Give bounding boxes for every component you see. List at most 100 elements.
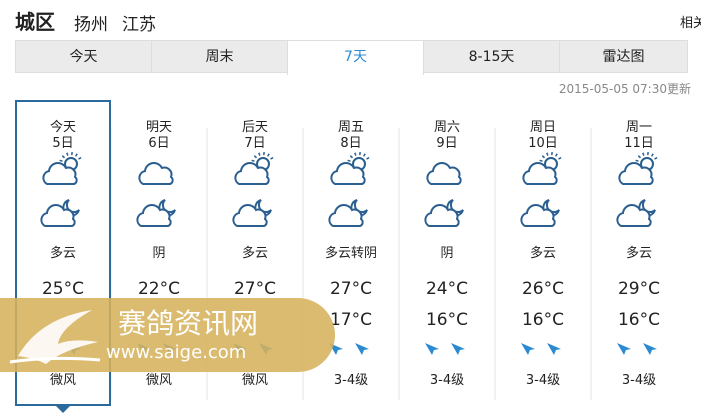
high-temp: 24°C [425, 279, 468, 299]
weather: 阴 [152, 246, 166, 261]
sun-ray [642, 152, 645, 156]
sun-ray [635, 159, 639, 162]
tab[interactable]: 7天 [287, 40, 424, 75]
cloud [522, 162, 558, 185]
high-temp: 26°C [521, 279, 564, 299]
cloud [40, 204, 76, 227]
day-icon [234, 151, 274, 185]
cloud [616, 204, 652, 227]
wind-arrow [425, 343, 439, 355]
sun-ray [363, 153, 366, 157]
night-icon [424, 199, 464, 227]
cloud [426, 162, 462, 185]
update-time: 2015-05-05 07:30更新 [558, 82, 691, 96]
sun-ray [637, 155, 642, 159]
cloud [234, 162, 270, 185]
wind-level: 微风 [49, 373, 76, 388]
sun-ray [251, 159, 255, 162]
low-temp: 17°C [329, 310, 372, 330]
day-name: 今天 [49, 120, 76, 135]
day-date: 11日 [624, 136, 654, 151]
wind-level: 3-4级 [621, 373, 657, 388]
weather: 阴 [440, 246, 454, 261]
sun-ray [270, 156, 274, 160]
cloud [424, 204, 460, 227]
wind-arrow [521, 343, 535, 355]
sun-ray [61, 155, 66, 159]
sun-ray [78, 156, 82, 160]
tab[interactable]: 周末 [151, 40, 288, 73]
title: 城区 [15, 10, 55, 34]
low-temp: 16°C [521, 310, 564, 330]
sun-ray [349, 155, 354, 159]
wind-level: 微风 [145, 373, 172, 388]
day-date: 5日 [52, 136, 74, 151]
high-temp: 25°C [41, 279, 84, 299]
sun-ray [546, 152, 549, 156]
high-temp: 29°C [617, 279, 660, 299]
day-name: 周一 [625, 120, 652, 135]
cloud [520, 204, 556, 227]
day-name: 后天 [241, 120, 268, 135]
sun-ray [347, 159, 351, 162]
sun-ray [267, 153, 270, 157]
day-date: 10日 [528, 136, 558, 151]
cloud [136, 204, 172, 227]
day-date: 6日 [148, 136, 170, 151]
cloud [232, 204, 268, 227]
sun-ray [539, 159, 543, 162]
sun-ray [75, 153, 78, 157]
night-icon [520, 199, 560, 227]
sun-ray [354, 152, 357, 156]
wind-level: 3-4级 [429, 373, 465, 388]
cloud [330, 162, 366, 185]
day-date: 9日 [436, 136, 458, 151]
night-icon [232, 199, 272, 227]
related-link[interactable]: 相关 [680, 16, 701, 31]
cloud [618, 162, 654, 185]
weather: 多云转阴 [324, 246, 377, 261]
day-name: 周日 [529, 120, 556, 135]
sun-ray [59, 159, 63, 162]
sun-ray [258, 152, 261, 156]
night-icon [40, 199, 80, 227]
tab[interactable]: 今天 [15, 40, 152, 73]
wind-level: 3-4级 [333, 373, 369, 388]
day-date: 7日 [244, 136, 266, 151]
high-temp: 27°C [233, 279, 276, 299]
weather: 多云 [529, 246, 556, 261]
watermark-url: www.saige.com [106, 342, 247, 363]
wind-arrow [451, 343, 465, 355]
province[interactable]: 江苏 [122, 15, 156, 35]
day-date: 8日 [340, 136, 362, 151]
cloud [42, 162, 78, 185]
low-temp: 16°C [617, 310, 660, 330]
day-name: 周五 [337, 120, 364, 135]
tab[interactable]: 雷达图 [559, 40, 688, 73]
weather: 多云 [625, 246, 652, 261]
high-temp: 27°C [329, 279, 372, 299]
sun-ray [253, 155, 258, 159]
night-icon [328, 199, 368, 227]
high-temp: 22°C [137, 279, 180, 299]
sun-ray [558, 156, 562, 160]
wind-level: 微风 [241, 373, 268, 388]
day-icon [618, 151, 658, 185]
day-icon [426, 162, 462, 185]
tab[interactable]: 8-15天 [423, 40, 560, 73]
cloud [328, 204, 364, 227]
watermark-logo [9, 310, 101, 364]
sun-ray [651, 153, 654, 157]
night-icon [616, 199, 656, 227]
night-icon [136, 199, 176, 227]
city[interactable]: 扬州 [74, 15, 108, 35]
day-name: 周六 [433, 120, 460, 135]
wind-arrow [355, 343, 369, 355]
weather: 多云 [49, 246, 76, 261]
day-icon [138, 162, 174, 185]
day-name: 明天 [145, 120, 172, 135]
day-icon [522, 151, 562, 185]
watermark: 赛鸽资讯网 www.saige.com [0, 298, 335, 372]
